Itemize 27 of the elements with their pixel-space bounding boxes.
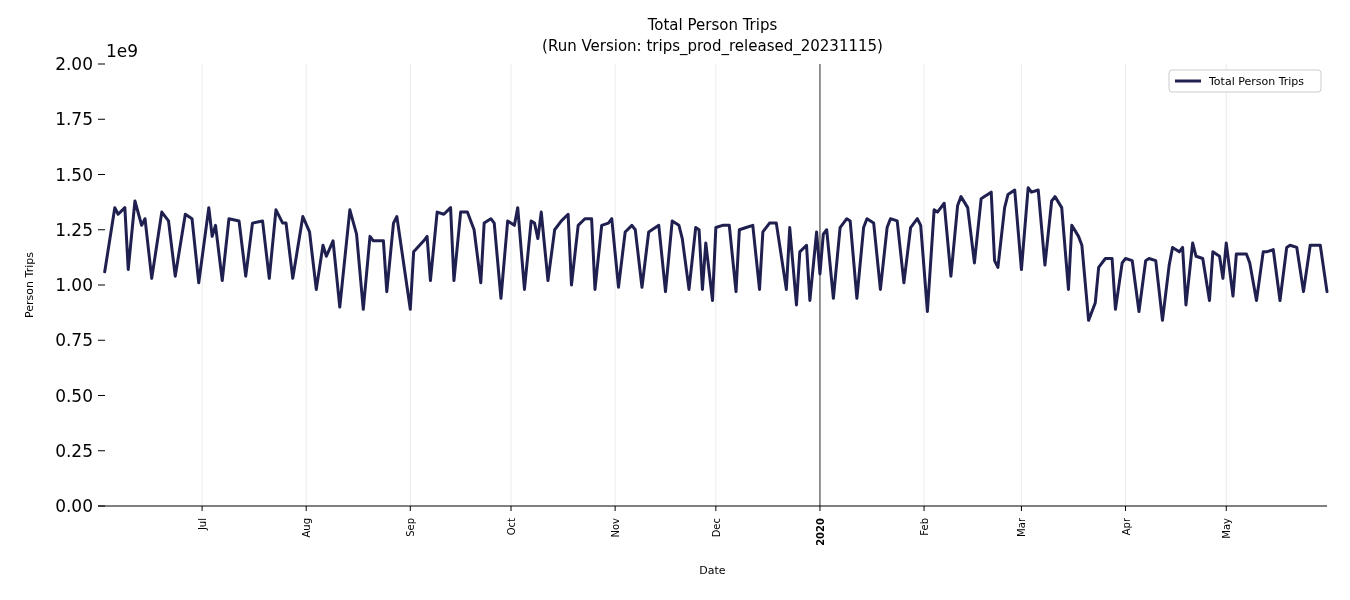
y-tick-label: 1.00 [55, 275, 93, 295]
x-tick-label: Feb [919, 518, 931, 536]
x-tick-label: Aug [301, 518, 313, 538]
x-tick-label: Oct [506, 517, 518, 536]
x-tick-label: Mar [1016, 517, 1028, 537]
x-tick-label: Dec [710, 518, 722, 538]
x-tick-label: Sep [405, 518, 417, 537]
chart-title: Total Person Trips [646, 16, 778, 34]
x-tick-label: May [1221, 517, 1233, 539]
y-tick-label: 1.75 [55, 109, 93, 130]
y-tick-label: 1.50 [55, 164, 93, 185]
x-tick-label: 2020 [814, 517, 826, 546]
text: 1e9 [106, 41, 139, 61]
x-tick-label: Jul [197, 518, 209, 532]
y-tick-label: 0.00 [55, 496, 93, 516]
y-tick-label: 0.25 [55, 440, 93, 461]
line-series [103, 186, 1329, 322]
y-tick-label: 1.25 [55, 219, 93, 240]
y-tick-label: 2.00 [55, 54, 93, 74]
y-tick-label: 0.50 [55, 385, 93, 406]
legend-label: Total Person Trips [1208, 75, 1305, 88]
x-tick-label: Apr [1120, 517, 1132, 536]
x-axis-title: Date [699, 564, 726, 577]
y-tick-label: 0.75 [55, 330, 93, 351]
y-axis-title: Person Trips [23, 251, 36, 318]
chart-subtitle: (Run Version: trips_prod_released_20231115) [542, 37, 883, 56]
x-tick-label: Nov [610, 517, 622, 538]
